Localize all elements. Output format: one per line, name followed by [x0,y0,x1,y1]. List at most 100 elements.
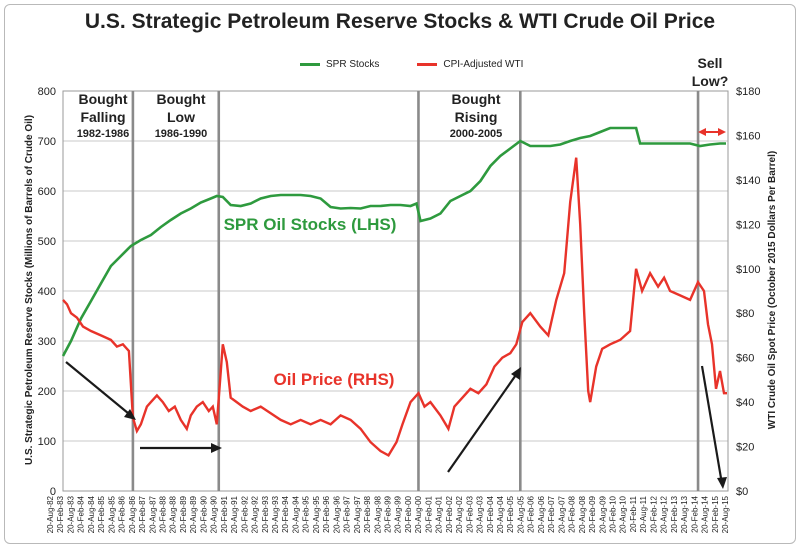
legend-spr-swatch [300,63,320,66]
period-dividers [131,91,700,491]
note-bought-rising-line3: 2000-2005 [450,128,503,140]
x-tick-label: 20-Feb-02 [445,495,454,532]
x-tick-label: 20-Aug-10 [619,495,628,533]
x-tick-label: 20-Aug-99 [394,495,403,533]
x-tick-label: 20-Feb-84 [77,495,86,532]
note-bought-falling-line3: 1982-1986 [77,128,130,140]
chart-title: U.S. Strategic Petroleum Reserve Stocks … [84,10,716,33]
x-tick-label: 20-Feb-11 [629,495,638,532]
x-tick-label: 20-Feb-03 [465,495,474,532]
right-axis-ticks: $0 $20 $40 $60 $80 $100 $120 $140 $160 $180 [736,86,760,498]
right-tick-label: $80 [736,308,754,320]
chart-frame [4,4,796,544]
left-tick-label: 800 [38,86,56,98]
arrow-bought-low-head [211,443,222,453]
right-tick-label: $0 [736,486,748,498]
x-tick-label: 20-Feb-00 [404,495,413,532]
arrow-bought-falling-head [124,409,136,420]
x-tick-label: 20-Aug-91 [230,495,239,533]
left-axis-ticks: 0 100 200 300 400 500 600 700 800 [38,86,56,498]
left-axis-label: U.S. Strategic Petroleum Reserve Stocks … [24,115,35,465]
x-tick-label: 20-Feb-09 [588,495,597,532]
x-tick-label: 20-Aug-13 [680,495,689,533]
left-tick-label: 400 [38,286,56,298]
x-axis-ticks: 20-Aug-82 20-Feb-83 20-Aug-83 20-Feb-84 20-A… [46,495,730,533]
right-tick-label: $140 [736,175,760,187]
x-tick-label: 20-Aug-06 [537,495,546,533]
x-tick-label: 20-Aug-08 [578,495,587,533]
x-tick-label: 20-Aug-88 [169,495,178,533]
x-tick-label: 20-Aug-92 [251,495,260,533]
arrows [65,128,727,489]
arrow-sell-low-range-right-head [718,128,726,136]
arrow-bought-rising-head [511,367,521,380]
x-tick-label: 20-Aug-82 [46,495,55,533]
x-tick-label: 20-Feb-98 [363,495,372,532]
x-tick-label: 20-Feb-91 [220,495,229,532]
x-tick-label: 20-Feb-90 [199,495,208,532]
x-tick-label: 20-Aug-83 [66,495,75,533]
x-tick-label: 20-Aug-12 [660,495,669,533]
arrow-bought-rising [447,371,519,473]
note-sell-low-line1: Sell [698,55,723,71]
arrow-sell-low-head [717,477,727,489]
x-tick-label: 20-Feb-05 [506,495,515,532]
x-tick-label: 20-Feb-04 [486,495,495,532]
note-bought-rising-line2: Rising [455,109,498,125]
x-tick-label: 20-Aug-00 [414,495,423,533]
left-tick-label: 500 [38,236,56,248]
plot-area-border [62,90,729,492]
spr-stocks-line [61,126,726,357]
right-axis-label: WTI Crude Oil Spot Price (October 2015 D… [767,151,778,429]
note-bought-low-line2: Low [167,109,195,125]
right-tick-label: $120 [736,219,760,231]
x-tick-label: 20-Aug-03 [476,495,485,533]
left-tick-label: 0 [50,486,56,498]
x-tick-label: 20-Aug-96 [332,495,341,533]
x-tick-label: 20-Feb-99 [384,495,393,532]
x-tick-label: 20-Aug-14 [701,495,710,533]
left-tick-label: 300 [38,336,56,348]
legend-wti-swatch [417,63,438,66]
x-tick-label: 20-Feb-88 [159,495,168,532]
left-tick-label: 700 [38,136,56,148]
note-bought-low-line3: 1986-1990 [155,128,208,140]
note-bought-low-line1: Bought [157,91,206,107]
left-tick-label: 600 [38,186,56,198]
x-tick-label: 20-Feb-86 [118,495,127,532]
x-tick-label: 20-Feb-15 [711,495,720,532]
note-sell-low-line2: Low? [692,73,729,89]
x-tick-label: 20-Feb-10 [609,495,618,532]
x-tick-label: 20-Aug-86 [128,495,137,533]
x-tick-label: 20-Feb-89 [179,495,188,532]
right-tick-label: $20 [736,442,754,454]
x-tick-label: 20-Aug-94 [291,495,300,533]
x-tick-label: 20-Aug-04 [496,495,505,533]
x-tick-label: 20-Aug-02 [455,495,464,533]
x-tick-label: 20-Aug-90 [210,495,219,533]
x-tick-label: 20-Feb-93 [261,495,270,532]
x-tick-label: 20-Feb-14 [690,495,699,532]
x-tick-label: 20-Aug-97 [353,495,362,533]
x-tick-label: 20-Feb-01 [424,495,433,532]
x-tick-label: 20-Aug-93 [271,495,280,533]
left-tick-label: 100 [38,436,56,448]
arrow-bought-falling [65,361,135,419]
right-tick-label: $100 [736,264,760,276]
right-tick-label: $60 [736,353,754,365]
x-tick-label: 20-Aug-05 [516,495,525,533]
x-tick-label: 20-Feb-83 [56,495,65,532]
spr-series-label: SPR Oil Stocks (LHS) [224,215,397,234]
gridlines [62,90,729,492]
x-tick-label: 20-Aug-98 [373,495,382,533]
left-tick-label: 200 [38,386,56,398]
wti-series-label: Oil Price (RHS) [274,370,395,389]
x-tick-label: 20-Feb-92 [240,495,249,532]
x-tick-label: 20-Feb-85 [97,495,106,532]
x-tick-label: 20-Feb-12 [649,495,658,532]
x-tick-label: 20-Feb-06 [527,495,536,532]
note-bought-falling-line1: Bought [79,91,128,107]
x-tick-label: 20-Feb-96 [322,495,331,532]
x-tick-label: 20-Feb-94 [281,495,290,532]
arrow-sell-low-range-left-head [698,128,706,136]
